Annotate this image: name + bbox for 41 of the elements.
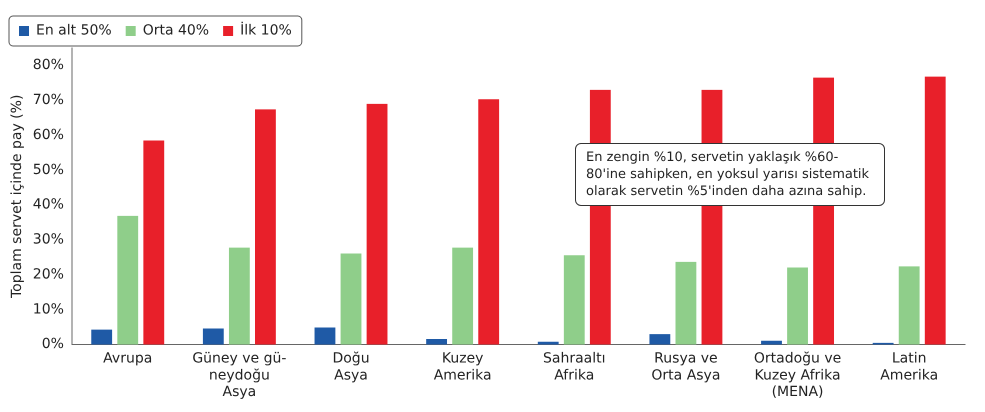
legend-label: Orta 40% [142,22,210,39]
bar [340,254,362,345]
y-tick-label: 40% [32,196,64,213]
x-tick-label: Avrupa [103,350,152,367]
y-tick-label: 10% [32,301,64,318]
bar [452,248,474,345]
bar [675,262,696,345]
bar [202,328,224,345]
y-tick-label: 20% [32,266,64,282]
bar [564,255,585,345]
y-tick-label: 80% [32,57,64,74]
y-tick-label: 30% [32,232,64,248]
x-tick-label: Doğu Asya [332,350,370,384]
bar [924,76,946,345]
bar [314,328,336,345]
bar [143,140,164,345]
y-tick-label: 50% [32,162,64,178]
bar [255,109,276,345]
x-tick-label: Sahraaltı Afrika [543,350,606,384]
x-tick-label: Kuzey Amerika [434,350,492,384]
y-tick-label: 60% [32,126,64,143]
annotation: En zengin %10, servetin yaklaşık %60-80'ine sahipken, en yoksul yarısı sistematik olarak servetin %5'inden daha azına sahip. [575,143,885,206]
bar [649,334,670,345]
x-tick-label: Rusya ve Orta Asya [651,350,720,384]
bar [898,266,920,345]
y-tick-label: 0% [42,336,64,352]
y-axis-title: Toplam servet içinde pay (%) [9,94,26,300]
bar [366,104,388,345]
bar [761,340,782,345]
bar [91,330,112,345]
bar [787,267,808,345]
x-tick-label: Ortadoğu ve Kuzey Afrika (MENA) [754,350,842,400]
bar [117,216,138,345]
legend-label: İlk 10% [240,22,292,39]
bar [228,248,250,345]
legend-label: En alt 50% [36,22,112,39]
bar [478,99,500,345]
bar [426,339,448,345]
y-tick-label: 70% [32,92,64,108]
x-tick-label: Güney ve gü- neydoğu Asya [192,350,286,400]
x-tick-label: Latin Amerika [880,350,938,384]
